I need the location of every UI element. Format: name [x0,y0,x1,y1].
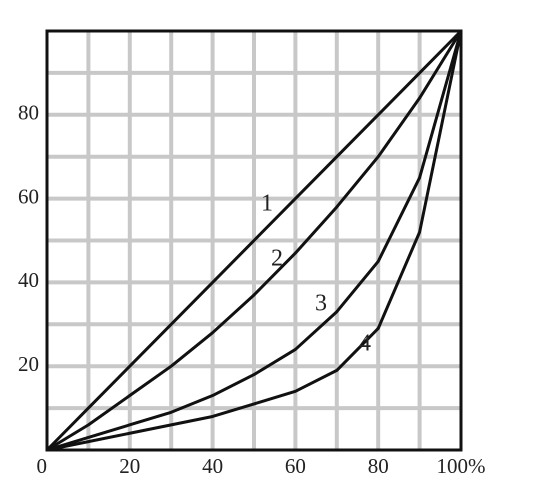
x-tick-label: 40 [202,454,223,478]
curve-label: 2 [271,246,283,272]
x-tick-label: 0 [37,454,48,478]
plot-frame [45,29,463,452]
curve [46,30,463,452]
x-tick-label: 20 [119,454,140,478]
y-tick-label: 20 [18,352,39,376]
y-tick-label: 40 [18,268,39,292]
x-tick-label: 60 [285,454,306,478]
x-tick-label: 100% [437,454,486,478]
y-tick-label: 80 [18,101,39,125]
y-tick-label: 60 [18,184,39,208]
curve [46,30,463,452]
curve [46,30,463,452]
curve-label: 4 [359,331,371,357]
curve [45,29,463,452]
curve-label: 1 [261,191,273,217]
curve-label: 3 [315,291,327,317]
x-tick-label: 80 [368,454,389,478]
